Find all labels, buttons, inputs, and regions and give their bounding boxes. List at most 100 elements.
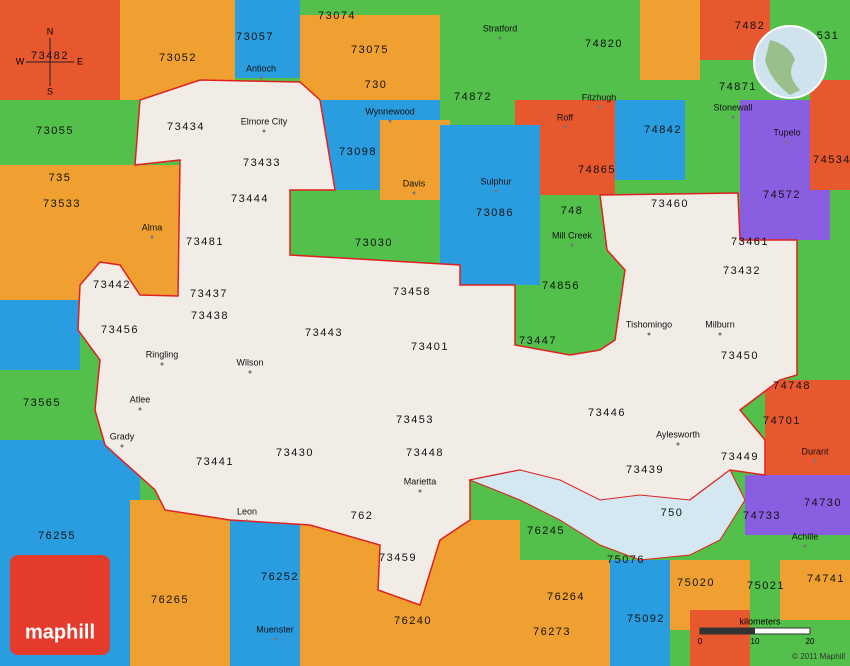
zip-label: 76252	[261, 571, 299, 583]
town-labels: Antioch Elmore City Wynnewood Stratford Fitz…	[110, 23, 829, 641]
town-dot	[273, 637, 277, 641]
zip-label: 748	[561, 205, 584, 217]
town-label: Achille	[792, 531, 819, 541]
town-label: Milburn	[705, 319, 735, 329]
globe	[753, 25, 827, 99]
zip-label: 73533	[43, 198, 81, 210]
town-dot	[259, 76, 263, 80]
town-dot	[138, 407, 142, 411]
town-label: Atlee	[130, 394, 151, 404]
zip-label: 75021	[747, 580, 785, 592]
zip-label: 74701	[763, 415, 801, 427]
town-label: Roff	[557, 112, 574, 122]
scale-bar: kilometers 0 10 20	[698, 616, 815, 646]
town-dot	[494, 189, 498, 193]
scale-tick: 0	[698, 637, 703, 646]
zip-label: 73446	[588, 407, 626, 419]
town-label: Wynnewood	[365, 106, 414, 116]
zip-label: 73086	[476, 207, 514, 219]
brand: maphill	[25, 621, 95, 643]
zip-label: 74856	[542, 280, 580, 292]
zip-labels: 73074 73057 73075 73052 73482 730 74820 7482 531…	[23, 10, 850, 638]
zip-label: 74871	[719, 81, 757, 93]
zip-label: 73433	[243, 157, 281, 169]
zip-label: 7482	[735, 20, 765, 32]
zip-label: 73565	[23, 397, 61, 409]
town-dot	[150, 235, 154, 239]
town-dot	[647, 332, 651, 336]
zip-label: 73460	[651, 198, 689, 210]
zip-label: 73461	[731, 236, 769, 248]
zip-label: 73449	[721, 451, 759, 463]
town-dot	[813, 459, 817, 463]
zip-label: 74865	[578, 164, 616, 176]
town-label: Wilson	[236, 357, 263, 367]
zip-label: 74572	[763, 189, 801, 201]
zip-label: 73074	[318, 10, 356, 22]
town-dot	[120, 444, 124, 448]
town-dot	[676, 442, 680, 446]
town-label: Grady	[110, 431, 135, 441]
town-dot	[563, 125, 567, 129]
town-label: Stonewall	[713, 102, 752, 112]
zip-label: 75092	[627, 613, 665, 625]
zip-label: 73052	[159, 52, 197, 64]
zip-label: 76255	[38, 530, 76, 542]
town-dot	[731, 115, 735, 119]
zip-label: 76245	[527, 525, 565, 537]
zip-label: 73453	[396, 414, 434, 426]
town-label: Muenster	[256, 624, 294, 634]
scale-tick: 20	[806, 637, 815, 646]
zip-label: 750	[661, 507, 684, 519]
focus-area	[77, 79, 798, 606]
town-dot	[248, 370, 252, 374]
lake	[468, 469, 746, 561]
town-dot	[388, 119, 392, 123]
zip-label: 73401	[411, 341, 449, 353]
zip-label: 73438	[191, 310, 229, 322]
zip-label: 73098	[339, 146, 377, 158]
zip-label: 730	[365, 79, 388, 91]
town-label: Ringling	[146, 349, 179, 359]
zip-label: 531	[817, 30, 840, 42]
town-label: Sulphur	[480, 176, 511, 186]
zip-label: 73439	[626, 464, 664, 476]
zip-label: 73456	[101, 324, 139, 336]
town-dot	[597, 105, 601, 109]
zip-label: 73441	[196, 456, 234, 468]
zip-label: 74842	[644, 124, 682, 136]
zip-label: 73075	[351, 44, 389, 56]
town-label: Marietta	[404, 476, 437, 486]
zip-label: 76264	[547, 591, 585, 603]
town-dot	[570, 243, 574, 247]
compass-n: N	[47, 26, 54, 36]
town-dot	[785, 140, 789, 144]
town-label: Antioch	[246, 63, 276, 73]
zip-label: 76273	[533, 626, 571, 638]
town-label: Elmore City	[241, 116, 288, 126]
zip-label: 74872	[454, 91, 492, 103]
zip-label: 74820	[585, 38, 623, 50]
zip-label: 73442	[93, 279, 131, 291]
compass-w: W	[16, 56, 25, 66]
zip-label: 73430	[276, 447, 314, 459]
town-dot	[262, 129, 266, 133]
town-label: Aylesworth	[656, 429, 700, 439]
compass-e: E	[77, 56, 83, 66]
zip-label: 73444	[231, 193, 269, 205]
copyright: © 2011 Maphill	[792, 652, 845, 661]
zip-label: 74534	[813, 154, 850, 166]
zip-label: 74748	[773, 380, 811, 392]
zip-label: 74741	[807, 573, 845, 585]
zip-label: 73447	[519, 335, 557, 347]
town-dot	[160, 362, 164, 366]
zip-label: 76240	[394, 615, 432, 627]
zip-label: 73459	[379, 552, 417, 564]
town-dot	[803, 544, 807, 548]
town-dot	[412, 191, 416, 195]
zip-label: 73437	[190, 288, 228, 300]
town-label: Alma	[142, 222, 163, 232]
zip-label: 73432	[723, 265, 761, 277]
zip-label: 75076	[607, 554, 645, 566]
zip-label: 73448	[406, 447, 444, 459]
